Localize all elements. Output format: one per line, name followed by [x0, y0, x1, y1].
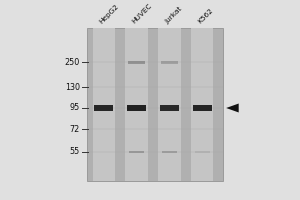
Polygon shape	[226, 104, 239, 112]
Text: HepG2: HepG2	[98, 3, 120, 25]
Text: 250: 250	[64, 58, 80, 67]
Bar	[195, 151, 210, 153]
Bar	[160, 105, 179, 111]
Text: Jurkat: Jurkat	[164, 6, 183, 25]
Text: 95: 95	[70, 103, 80, 112]
Text: HUVEC: HUVEC	[131, 3, 153, 25]
Bar	[193, 105, 212, 111]
Bar	[162, 151, 177, 153]
Bar	[94, 105, 113, 111]
Bar	[87, 28, 223, 181]
Bar	[129, 151, 144, 153]
Bar	[191, 28, 214, 181]
Bar	[161, 61, 178, 64]
Text: 130: 130	[65, 83, 80, 92]
Bar	[125, 28, 148, 181]
Text: 55: 55	[70, 147, 80, 156]
Bar	[128, 61, 145, 64]
Bar	[158, 28, 181, 181]
Bar	[92, 28, 115, 181]
Text: 72: 72	[70, 125, 80, 134]
Text: K562: K562	[196, 7, 214, 25]
Bar	[127, 105, 146, 111]
